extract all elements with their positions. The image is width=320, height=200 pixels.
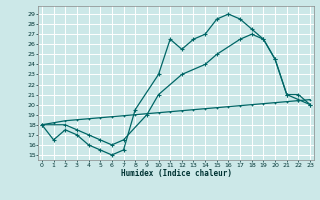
X-axis label: Humidex (Indice chaleur): Humidex (Indice chaleur) [121, 169, 231, 178]
